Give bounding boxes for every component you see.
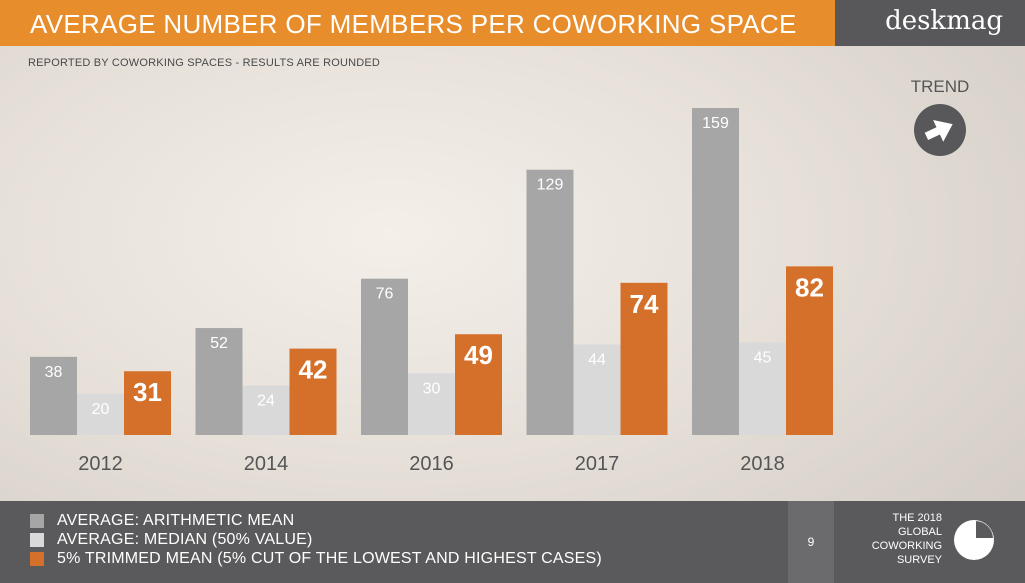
legend-swatch-trimmed [30, 551, 44, 566]
brand-bar: deskmag [835, 0, 1025, 46]
bar-median-2017 [573, 344, 621, 435]
data-label-median-2016: 30 [423, 380, 441, 397]
data-label-median-2018: 45 [754, 349, 772, 366]
x-tick-label-2018: 2018 [740, 453, 785, 475]
survey-line: THE 2018 [892, 512, 942, 524]
brand-logo: deskmag [885, 6, 1003, 36]
data-label-trimmed-2014: 42 [299, 355, 328, 385]
x-tick-label-2012: 2012 [78, 453, 123, 475]
bar-trimmed-2017 [620, 282, 668, 435]
legend-label-median: AVERAGE: MEDIAN (50% VALUE) [57, 530, 313, 548]
legend-item-trimmed: 5% TRIMMED MEAN (5% CUT OF THE LOWEST AN… [30, 549, 602, 568]
data-label-trimmed-2012: 31 [133, 377, 162, 407]
legend-footer [0, 501, 1025, 583]
bar-median-2012 [77, 393, 124, 435]
data-label-mean-2018: 159 [702, 115, 729, 132]
legend-item-mean: AVERAGE: ARITHMETIC MEAN [30, 511, 602, 530]
bar-chart: 38 20 31 2012 52 24 42 2014 76 30 49 2016 129 44 74 201… [30, 108, 833, 475]
bar-mean-2016 [361, 278, 408, 435]
data-label-median-2012: 20 [92, 401, 110, 418]
legend: AVERAGE: ARITHMETIC MEAN AVERAGE: MEDIAN… [30, 511, 602, 568]
bar-median-2018 [739, 342, 786, 435]
bar-mean-2018 [692, 108, 739, 435]
right-arrow-icon [914, 104, 966, 156]
chart-subtitle: REPORTED BY COWORKING SPACES - RESULTS A… [28, 57, 381, 69]
bar-mean-2014 [195, 328, 243, 435]
x-tick-label-2017: 2017 [575, 453, 620, 475]
x-tick-label-2016: 2016 [409, 453, 454, 475]
bar-median-2016 [408, 373, 455, 435]
legend-label-mean: AVERAGE: ARITHMETIC MEAN [57, 511, 295, 529]
bar-trimmed-2018 [786, 266, 833, 435]
data-label-trimmed-2016: 49 [464, 340, 493, 370]
survey-line: SURVEY [896, 554, 942, 566]
survey-line: COWORKING [871, 540, 942, 552]
chart-title: AVERAGE NUMBER OF MEMBERS PER COWORKING … [30, 9, 797, 39]
survey-line: GLOBAL [897, 526, 942, 538]
data-label-trimmed-2017: 74 [630, 289, 659, 319]
data-label-trimmed-2018: 82 [795, 272, 824, 302]
data-label-mean-2012: 38 [45, 364, 63, 381]
legend-item-median: AVERAGE: MEDIAN (50% VALUE) [30, 530, 602, 549]
legend-swatch-mean [30, 513, 44, 528]
data-label-mean-2014: 52 [210, 335, 228, 352]
bar-median-2014 [242, 385, 290, 435]
pie-chart-icon [954, 520, 994, 560]
bar-trimmed-2012 [124, 371, 171, 435]
bar-trimmed-2016 [455, 334, 502, 435]
trend-label: TREND [910, 77, 970, 96]
x-tick-label-2014: 2014 [244, 453, 289, 475]
data-label-mean-2017: 129 [537, 177, 564, 194]
bar-mean-2012 [30, 356, 77, 435]
data-label-median-2014: 24 [257, 393, 275, 410]
title-bar: AVERAGE NUMBER OF MEMBERS PER COWORKING … [0, 0, 835, 46]
survey-label: THE 2018 GLOBAL COWORKING SURVEY [850, 511, 942, 567]
page-number: 9 [788, 501, 834, 583]
bar-trimmed-2014 [289, 348, 337, 435]
legend-label-trimmed: 5% TRIMMED MEAN (5% CUT OF THE LOWEST AN… [57, 549, 602, 567]
bar-mean-2017 [526, 169, 574, 435]
data-label-median-2017: 44 [588, 352, 606, 369]
data-label-mean-2016: 76 [376, 286, 394, 303]
legend-swatch-median [30, 532, 44, 547]
